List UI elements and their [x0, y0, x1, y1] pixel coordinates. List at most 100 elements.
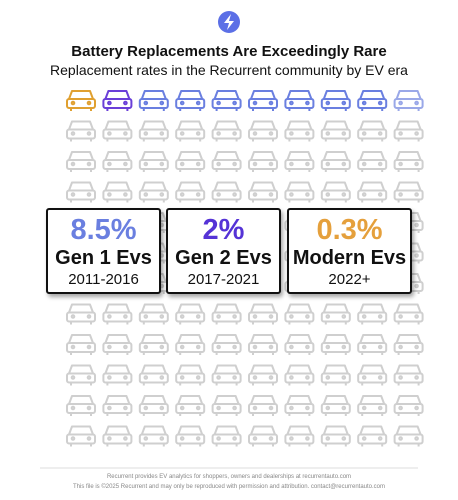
car-icon — [357, 181, 388, 203]
era-years: 2017-2021 — [187, 271, 260, 288]
car-icon — [102, 181, 133, 203]
car-icon — [175, 151, 206, 172]
car-icon — [66, 395, 96, 416]
car-icon — [175, 90, 206, 111]
car-icon — [284, 303, 315, 325]
car-icon — [357, 395, 388, 416]
car-icon — [138, 120, 169, 142]
car-icon — [284, 334, 315, 355]
era-label: Gen 2 Evs — [175, 247, 272, 269]
car-icon — [211, 303, 242, 325]
car-icon — [248, 364, 278, 386]
rate: 0.3% — [316, 214, 383, 246]
car-icon — [102, 364, 133, 386]
car-icon — [248, 425, 278, 447]
car-icon — [284, 151, 315, 172]
stat-card: 2% Gen 2 Evs 2017-2021 — [166, 208, 281, 294]
car-icon — [357, 151, 388, 172]
car-icon — [102, 425, 133, 447]
era-label: Modern Evs — [292, 247, 407, 269]
car-icon — [393, 425, 424, 447]
car-icon — [211, 90, 242, 111]
car-icon — [211, 151, 242, 172]
car-icon — [138, 334, 169, 355]
stat-card: 8.5% Gen 1 Evs 2011-2016 — [46, 208, 161, 294]
car-icon — [66, 120, 96, 142]
car-icon — [175, 425, 206, 447]
car-icon — [248, 120, 278, 142]
car-icon — [284, 425, 315, 447]
car-icon — [284, 120, 315, 142]
car-icon — [248, 151, 278, 172]
car-icon — [175, 120, 206, 142]
car-icon — [284, 181, 315, 203]
car-icon — [320, 334, 351, 355]
era-years: 2022+ — [328, 271, 371, 288]
car-icon — [211, 181, 242, 203]
car-icon — [320, 303, 351, 325]
car-icon — [320, 90, 351, 111]
car-icon — [248, 90, 278, 111]
car-icon — [102, 120, 133, 142]
car-icon — [320, 395, 351, 416]
car-icon — [211, 395, 242, 416]
car-icon — [175, 364, 206, 386]
car-icon — [284, 90, 315, 111]
car-icon — [211, 120, 242, 142]
footer-text: This file is ©2025 Recurrent and may onl… — [73, 484, 385, 490]
car-icon — [393, 303, 424, 325]
car-icon — [211, 364, 242, 386]
logo-bolt — [224, 14, 234, 30]
car-icon — [357, 90, 388, 111]
car-icon — [393, 151, 424, 172]
car-icon — [102, 151, 133, 172]
car-icon — [320, 120, 351, 142]
car-icon — [138, 303, 169, 325]
car-icon — [357, 120, 388, 142]
car-icon — [393, 90, 424, 111]
car-icon — [175, 181, 206, 203]
car-icon — [284, 364, 315, 386]
car-icon — [357, 303, 388, 325]
car-icon — [248, 334, 278, 355]
car-icon — [248, 395, 278, 416]
car-icon — [320, 181, 351, 203]
car-icon — [138, 395, 169, 416]
era-label: Gen 1 Evs — [55, 247, 152, 269]
car-icon — [138, 425, 169, 447]
car-icon — [320, 364, 351, 386]
car-icon — [393, 364, 424, 386]
car-icon — [320, 425, 351, 447]
car-icon — [393, 334, 424, 355]
car-icon — [357, 334, 388, 355]
car-icon — [66, 425, 96, 447]
car-icon — [175, 334, 206, 355]
rate: 8.5% — [70, 214, 137, 246]
stat-card: 0.3% Modern Evs 2022+ — [287, 208, 412, 294]
era-years: 2011-2016 — [68, 271, 139, 288]
car-icon — [211, 425, 242, 447]
car-icon — [248, 181, 278, 203]
car-icon — [393, 120, 424, 142]
car-icon — [357, 425, 388, 447]
car-icon — [175, 395, 206, 416]
footer-text: Recurrent provides EV analytics for shop… — [106, 474, 352, 480]
car-icon — [138, 364, 169, 386]
car-icon — [102, 303, 133, 325]
car-icon — [66, 364, 96, 386]
car-icon — [284, 395, 315, 416]
car-icon — [102, 395, 133, 416]
car-icon — [66, 334, 96, 355]
car-icon — [211, 334, 242, 355]
car-icon — [138, 151, 169, 172]
car-icon — [248, 303, 278, 325]
car-icon — [66, 151, 96, 172]
title: Battery Replacements Are Exceedingly Rar… — [71, 43, 387, 60]
car-icon — [357, 364, 388, 386]
car-icon — [102, 334, 133, 355]
car-icon — [102, 90, 133, 111]
car-icon — [66, 181, 96, 203]
car-icon — [393, 181, 424, 203]
car-icon — [138, 181, 169, 203]
